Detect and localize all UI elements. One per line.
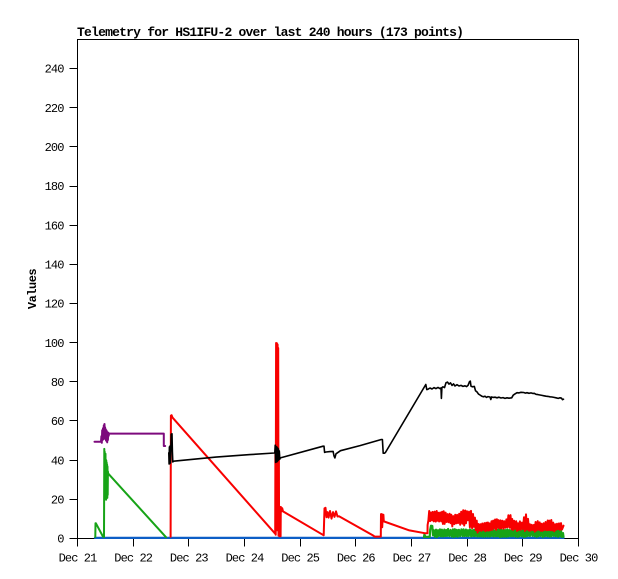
svg-text:200: 200 <box>45 141 65 155</box>
svg-text:Dec 29: Dec 29 <box>504 552 543 566</box>
svg-text:Dec 27: Dec 27 <box>393 552 432 566</box>
svg-text:Dec 22: Dec 22 <box>114 552 153 566</box>
svg-text:180: 180 <box>45 180 65 194</box>
svg-text:120: 120 <box>45 298 65 312</box>
svg-text:20: 20 <box>51 494 64 508</box>
svg-text:240: 240 <box>45 63 65 77</box>
svg-text:Dec 25: Dec 25 <box>281 552 320 566</box>
svg-text:Telemetry for HS1IFU-2 over la: Telemetry for HS1IFU-2 over last 240 hou… <box>77 25 463 40</box>
svg-text:80: 80 <box>51 376 64 390</box>
svg-text:40: 40 <box>51 454 64 468</box>
svg-text:Dec 21: Dec 21 <box>59 552 98 566</box>
svg-text:0: 0 <box>57 533 64 547</box>
svg-text:Dec 28: Dec 28 <box>448 552 487 566</box>
svg-text:Dec 30: Dec 30 <box>560 552 599 566</box>
svg-text:Dec 24: Dec 24 <box>226 552 265 566</box>
svg-text:Dec 26: Dec 26 <box>337 552 376 566</box>
svg-text:140: 140 <box>45 259 65 273</box>
svg-text:100: 100 <box>45 337 65 351</box>
svg-text:220: 220 <box>45 102 65 116</box>
svg-text:Dec 23: Dec 23 <box>170 552 209 566</box>
svg-text:60: 60 <box>51 415 64 429</box>
svg-text:Values: Values <box>26 269 40 310</box>
svg-text:160: 160 <box>45 219 65 233</box>
